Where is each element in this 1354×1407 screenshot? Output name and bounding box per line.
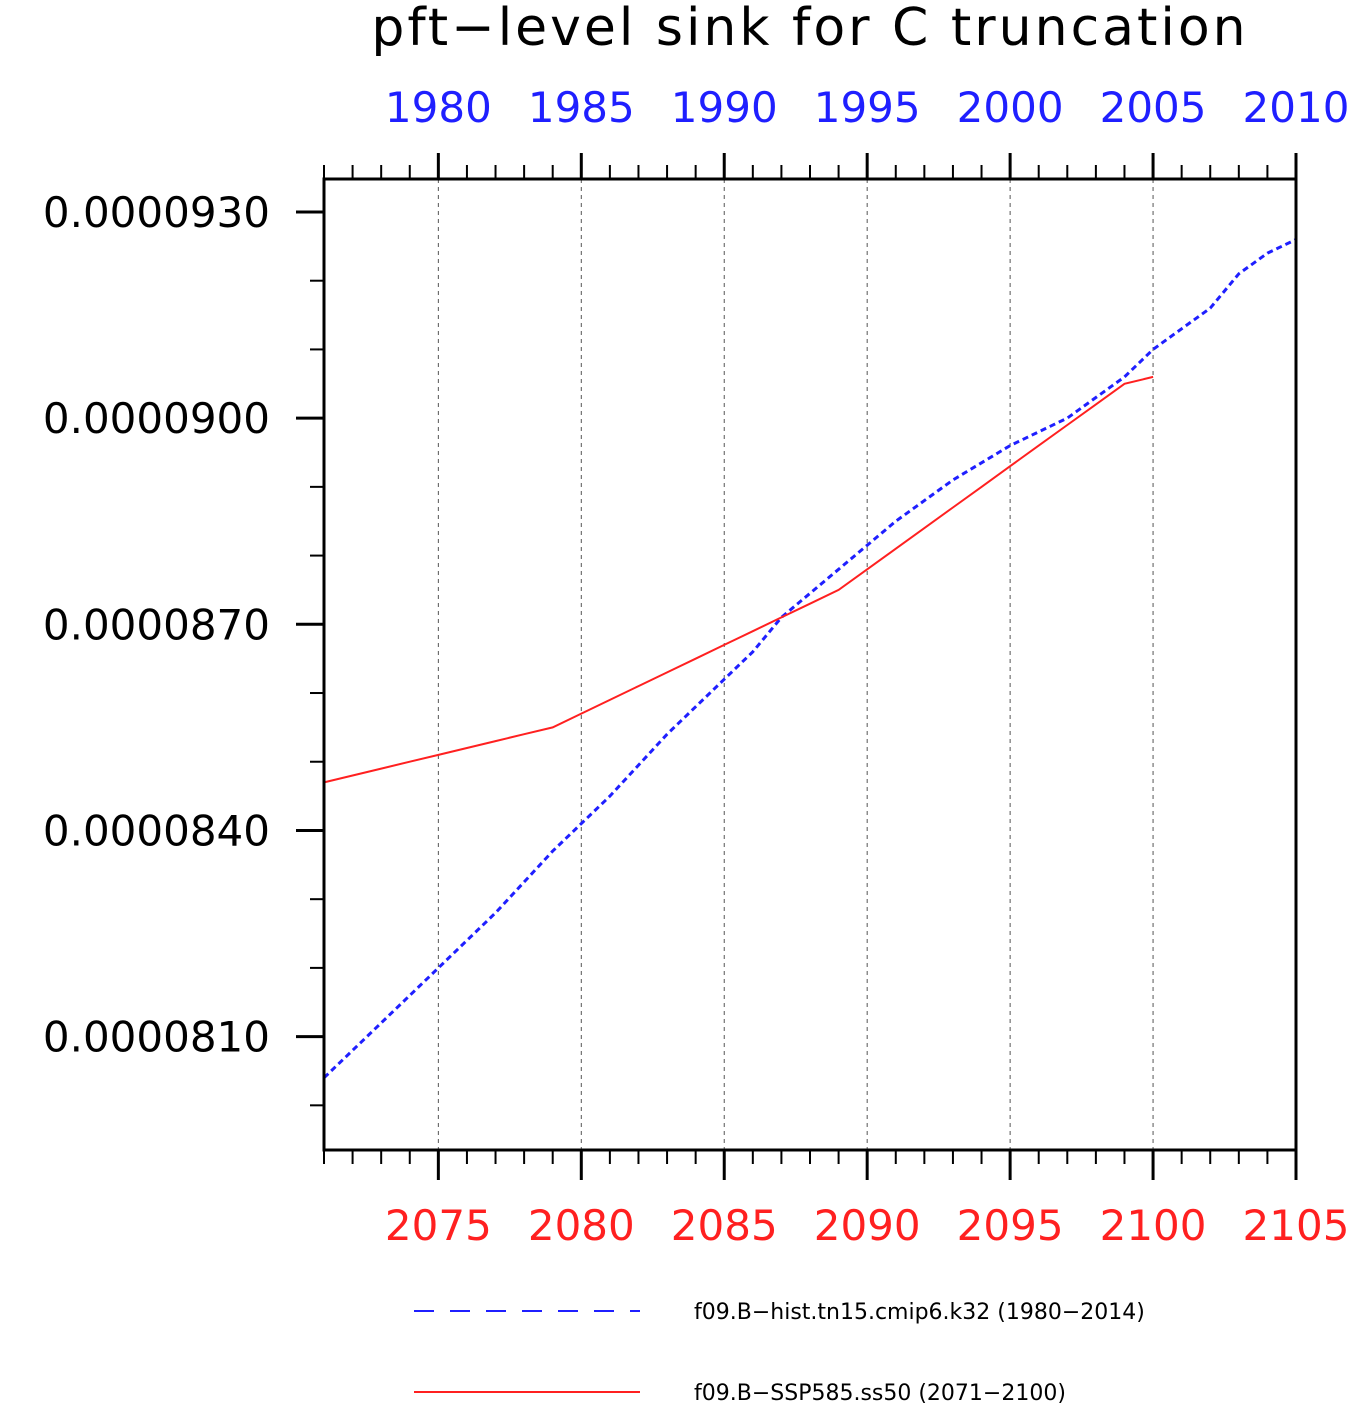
y-tick-label: 0.0000810 [43, 1013, 270, 1062]
bottom-tick-label: 2080 [528, 1201, 635, 1250]
y-tick-label: 0.0000900 [43, 394, 270, 443]
legend-label-2: f09.B−SSP585.ss50 (2071−2100) [694, 1381, 1066, 1406]
data-series [324, 240, 1296, 1078]
legend: f09.B−hist.tn15.cmip6.k32 (1980−2014) f09… [414, 1300, 1145, 1406]
top-tick-label: 2000 [957, 83, 1064, 132]
plot-frame [324, 179, 1296, 1150]
bottom-tick-label: 2105 [1243, 1201, 1350, 1250]
y-tick-label: 0.0000930 [43, 188, 270, 237]
bottom-tick-label: 2095 [957, 1201, 1064, 1250]
top-tick-label: 1995 [814, 83, 921, 132]
legend-label-1: f09.B−hist.tn15.cmip6.k32 (1980−2014) [694, 1300, 1145, 1325]
axis-labels: 1980 1985 1990 1995 2000 2005 2010 2075 2080 2085… [43, 83, 1350, 1250]
axis-ticks [296, 153, 1296, 1180]
chart-title: pft−level sink for C truncation [371, 0, 1248, 58]
bottom-tick-label: 2090 [814, 1201, 921, 1250]
bottom-tick-label: 2100 [1100, 1201, 1207, 1250]
top-tick-label: 2005 [1100, 83, 1207, 132]
bottom-tick-label: 2075 [385, 1201, 492, 1250]
vertical-grid [438, 179, 1153, 1150]
series-line-1 [324, 240, 1296, 1078]
top-tick-label: 1990 [671, 83, 778, 132]
top-tick-label: 1985 [528, 83, 635, 132]
y-tick-label: 0.0000840 [43, 806, 270, 855]
series-line-2 [324, 377, 1153, 783]
top-tick-label: 2010 [1243, 83, 1350, 132]
bottom-tick-label: 2085 [671, 1201, 778, 1250]
top-tick-label: 1980 [385, 83, 492, 132]
y-tick-label: 0.0000870 [43, 600, 270, 649]
